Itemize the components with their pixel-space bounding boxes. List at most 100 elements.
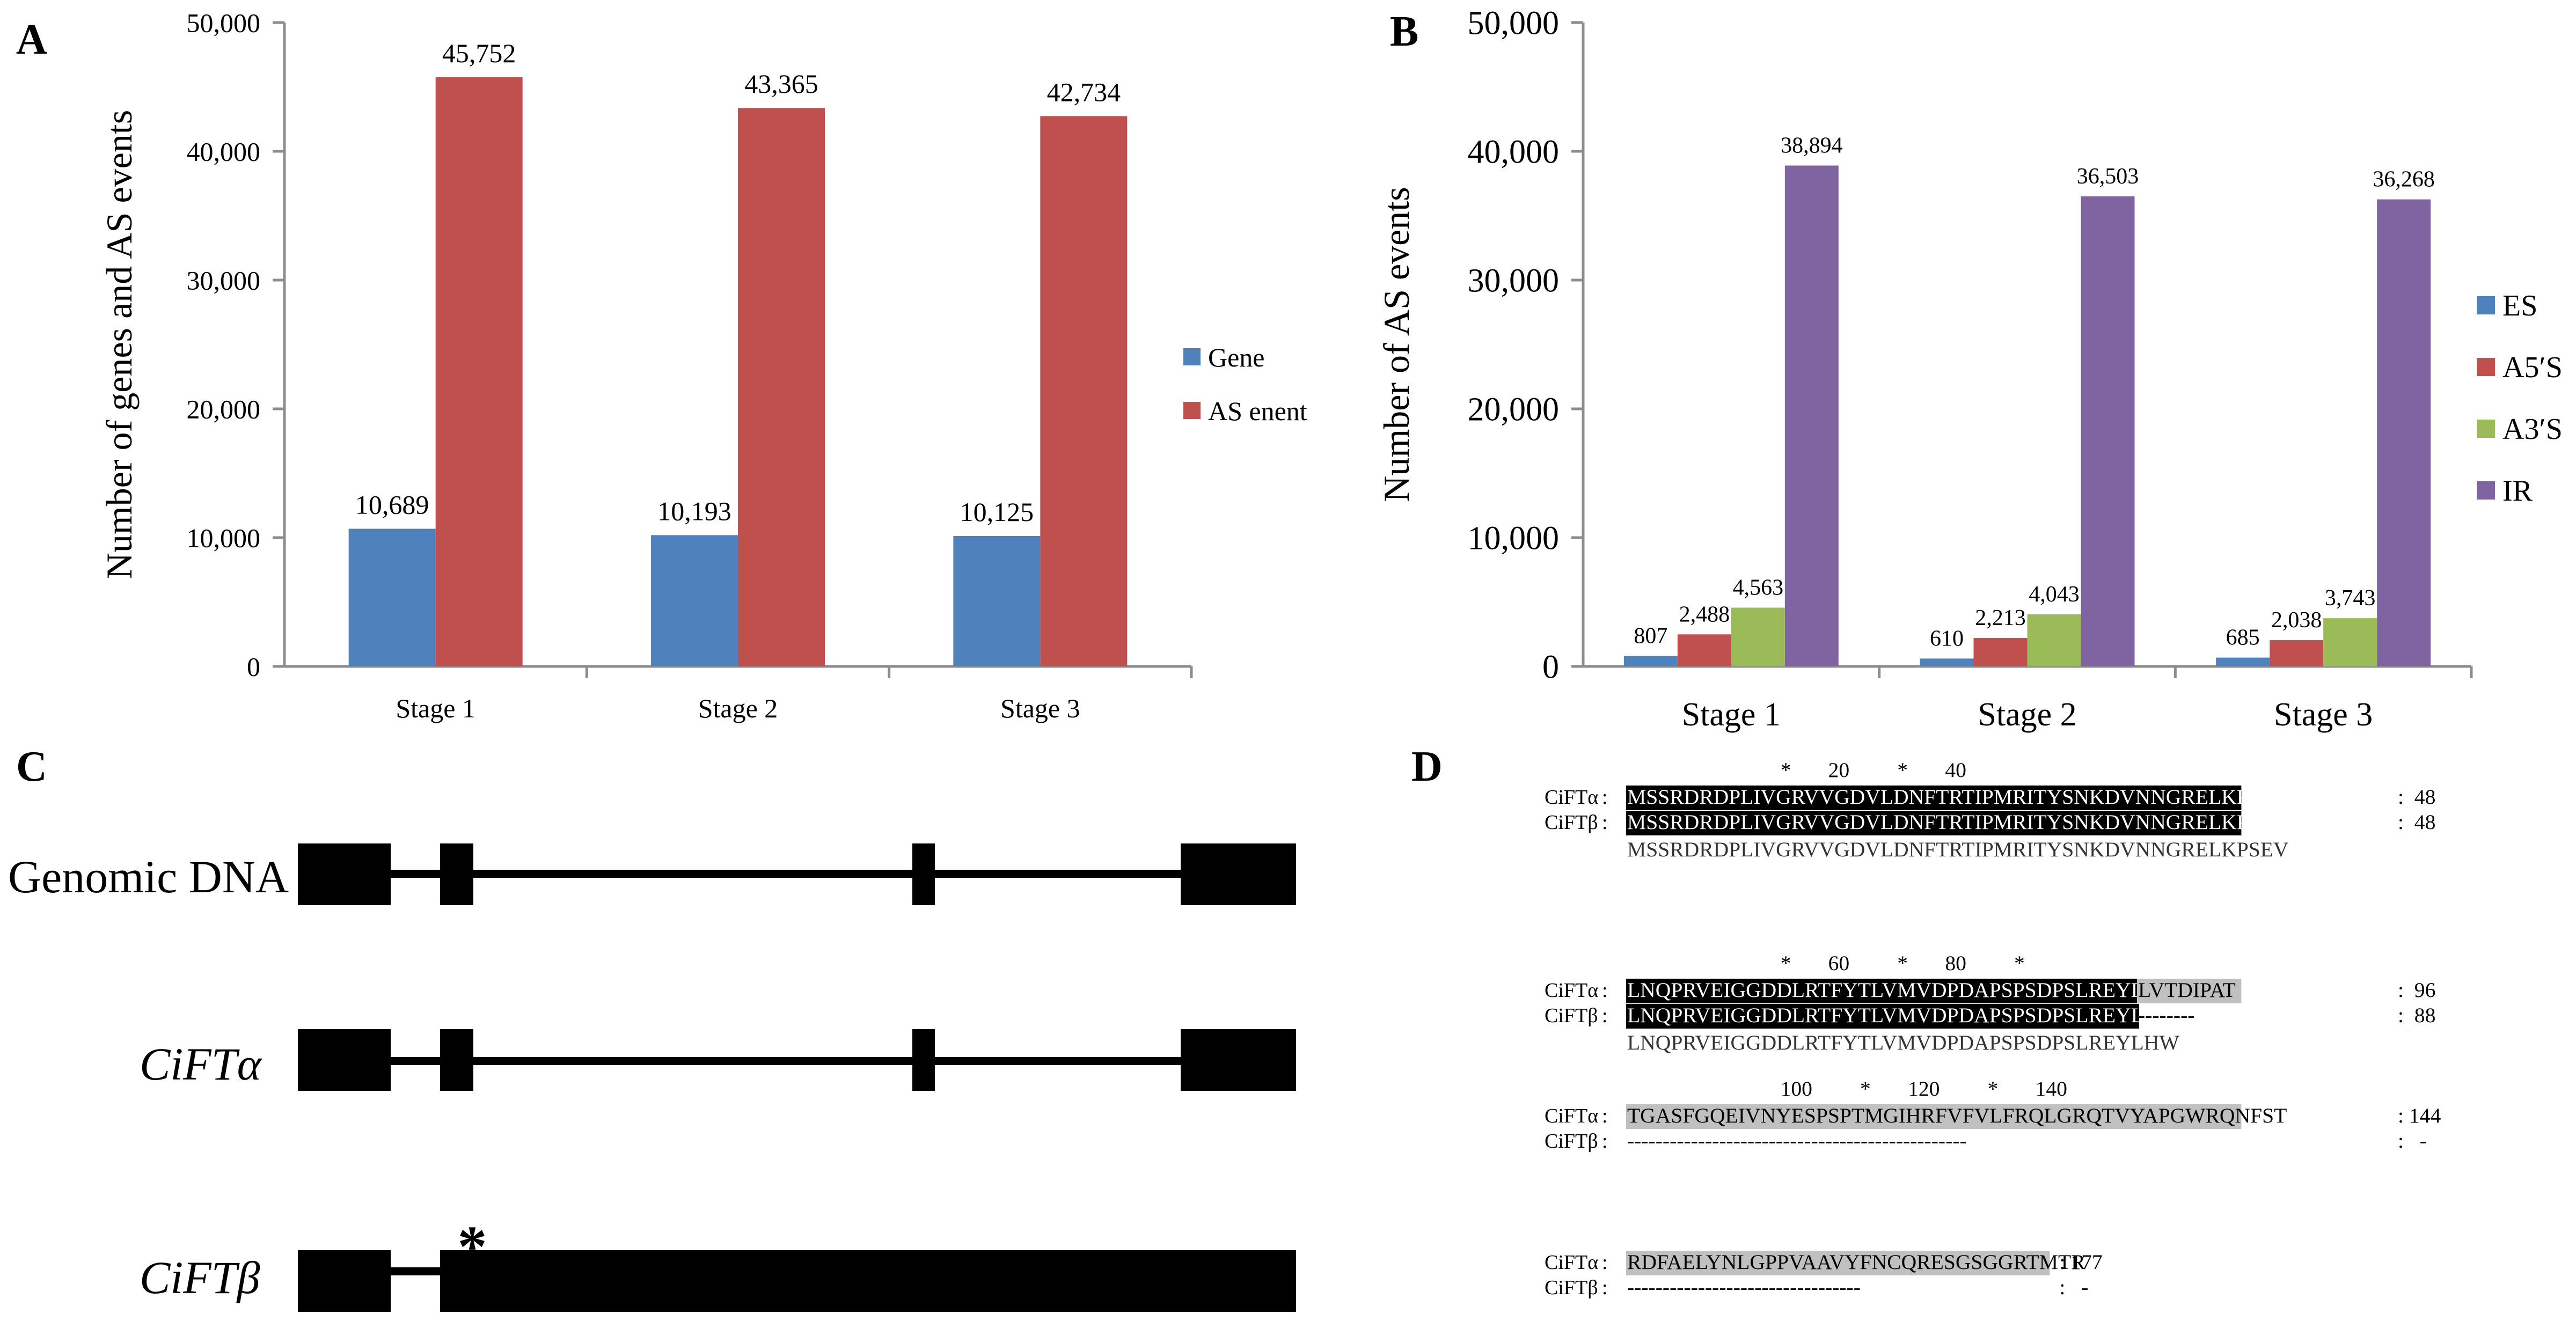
y-tick-label: 0: [247, 652, 260, 682]
bar-ir: [1784, 165, 1839, 666]
sequence-gap: --------: [2138, 1003, 2194, 1027]
sequence-name: CiFTβ: [1545, 811, 1598, 834]
chart-b: 0 10,000 20,000 30,000 40,000 50,000 Stage 1 St…: [1376, 5, 2563, 733]
y-tick-label: 30,000: [1468, 263, 1560, 299]
sequence-colon: :: [1602, 1276, 1608, 1299]
bar-asenent: [1040, 116, 1128, 666]
data-label: 807: [1634, 624, 1667, 649]
consensus-sequence: LNQPRVEIGGDDLRTFYTLVMVDPDAPSPSDPSLREYLHW: [1627, 1031, 2179, 1054]
y-tick-label: 50,000: [187, 8, 261, 38]
data-label: 4,043: [2029, 582, 2080, 607]
sequence-colon: :: [1602, 1004, 1608, 1027]
legend-label: ES: [2502, 289, 2537, 322]
bar-ir: [2081, 196, 2135, 667]
sequence-residues: MSSRDRDPLIVGRVVGDVLDNFTRTIPMRITYSNKDVNNG…: [1627, 810, 2289, 834]
panel-letter-b: B: [1390, 8, 1418, 55]
exon-block: [298, 843, 391, 905]
data-label: 36,503: [2077, 164, 2139, 189]
legend-label: IR: [2502, 474, 2533, 508]
sequence-name: CiFTβ: [1545, 1130, 1598, 1153]
y-tick-label: 50,000: [1468, 5, 1560, 42]
sequence-name: CiFTα: [1545, 1251, 1598, 1274]
data-label: 36,268: [2373, 167, 2435, 192]
bar-a3s: [2323, 618, 2377, 666]
bar-asenent: [738, 108, 825, 667]
bar-es: [2216, 657, 2270, 666]
unique-highlight: [1626, 1251, 2050, 1275]
asterisk-marker: *: [458, 1214, 487, 1279]
x-tick-label: Stage 1: [1682, 696, 1781, 733]
sequence-gap: ----------------------------------------…: [1627, 1129, 1967, 1153]
sequence-colon: :: [1602, 1251, 1608, 1274]
y-axis-label: Number of genes and AS events: [99, 110, 140, 579]
alignment-ruler: * 20 * 40: [1781, 758, 1966, 782]
bar-ir: [2377, 199, 2431, 666]
cift-beta-label: CiFTβ: [140, 1252, 260, 1303]
position-number: : -: [2398, 1129, 2427, 1153]
bar-asenent: [435, 77, 523, 666]
legend-swatch: [2477, 420, 2495, 438]
data-label: 2,488: [1679, 602, 1730, 627]
sequence-colon: :: [1602, 811, 1608, 834]
panel-letter-a: A: [16, 16, 47, 63]
legend-swatch: [1183, 348, 1201, 365]
data-label: 2,038: [2271, 608, 2322, 633]
bar-a3s: [1731, 607, 1785, 666]
panel-letter-c: C: [16, 743, 47, 790]
cift-alpha-label: CiFTα: [140, 1038, 262, 1090]
conserved-highlight: [1626, 979, 2139, 1003]
position-number: : 144: [2398, 1104, 2441, 1127]
y-tick-label: 40,000: [187, 137, 261, 167]
data-label: 10,689: [355, 489, 429, 519]
bar-gene: [651, 535, 738, 666]
sequence-name: CiFTα: [1545, 1105, 1598, 1127]
x-tick-label: Stage 1: [396, 693, 475, 723]
legend-swatch: [1183, 402, 1201, 419]
bar-gene: [348, 529, 436, 666]
exon-block: [912, 843, 935, 905]
position-number: : 177: [2059, 1250, 2102, 1274]
legend-label: AS enent: [1208, 396, 1307, 426]
legend-swatch: [2477, 296, 2495, 314]
genomic-dna-label: Genomic DNA: [8, 851, 289, 902]
y-tick-label: 20,000: [1468, 392, 1560, 428]
sequence-residues: RDFAELYNLGPPVAAVYFNCQRESGSGGRTMTR: [1627, 1250, 2085, 1274]
data-label: 4,563: [1733, 575, 1784, 600]
sequence-residues: LNQPRVEIGGDDLRTFYTLVMVDPDAPSPSDPSLREYLHW: [1627, 1003, 2179, 1027]
data-label: 685: [2226, 626, 2260, 650]
y-tick-label: 20,000: [187, 394, 261, 424]
y-axis-label: Number of AS events: [1376, 187, 1417, 502]
exon-block: [1181, 843, 1296, 905]
sequence-residues: LVTDIPAT: [2138, 978, 2236, 1002]
bar-a5s: [1677, 634, 1731, 666]
bar-a3s: [2027, 614, 2081, 666]
position-number: : 48: [2398, 810, 2435, 834]
y-tick-label: 0: [1542, 649, 1559, 686]
legend-label: A5′S: [2502, 351, 2563, 384]
position-number: : 88: [2398, 1003, 2435, 1027]
data-label: 42,734: [1047, 77, 1121, 107]
exon-block: [440, 1029, 473, 1091]
exon-block: [440, 843, 473, 905]
y-tick-label: 10,000: [187, 523, 261, 553]
bar-es: [1623, 656, 1678, 666]
sequence-colon: :: [1602, 979, 1608, 1002]
gene-structure-panel: Genomic DNA CiFTα CiFTβ *: [8, 843, 1296, 1312]
sequence-name: CiFTβ: [1545, 1004, 1598, 1027]
bar-es: [1920, 658, 1974, 666]
sequence-residues: TGASFGQEIVNYESPSPTMGIHRFVFVLFRQLGRQTVYAP…: [1627, 1104, 2287, 1127]
intron-line: [389, 1267, 443, 1275]
x-tick-label: Stage 3: [1000, 693, 1080, 723]
position-number: : 48: [2398, 785, 2435, 809]
legend-swatch: [2477, 358, 2495, 376]
consensus-sequence: MSSRDRDPLIVGRVVGDVLDNFTRTIPMRITYSNKDVNNG…: [1627, 838, 2289, 861]
alignment-ruler: * 60 * 80 *: [1781, 951, 2025, 975]
legend-swatch: [2477, 481, 2495, 500]
x-tick-label: Stage 2: [698, 693, 778, 723]
retained-intron-block: [440, 1250, 1296, 1312]
sequence-alignment-panel: * 20 * 40 CiFTα: MSSRDRDPLIVGRVVGDVLDNFTRT…: [1545, 758, 2441, 1299]
x-tick-label: Stage 3: [2274, 696, 2373, 733]
alignment-ruler: 100 * 120 * 140: [1781, 1077, 2067, 1100]
sequence-colon: :: [1602, 786, 1608, 809]
